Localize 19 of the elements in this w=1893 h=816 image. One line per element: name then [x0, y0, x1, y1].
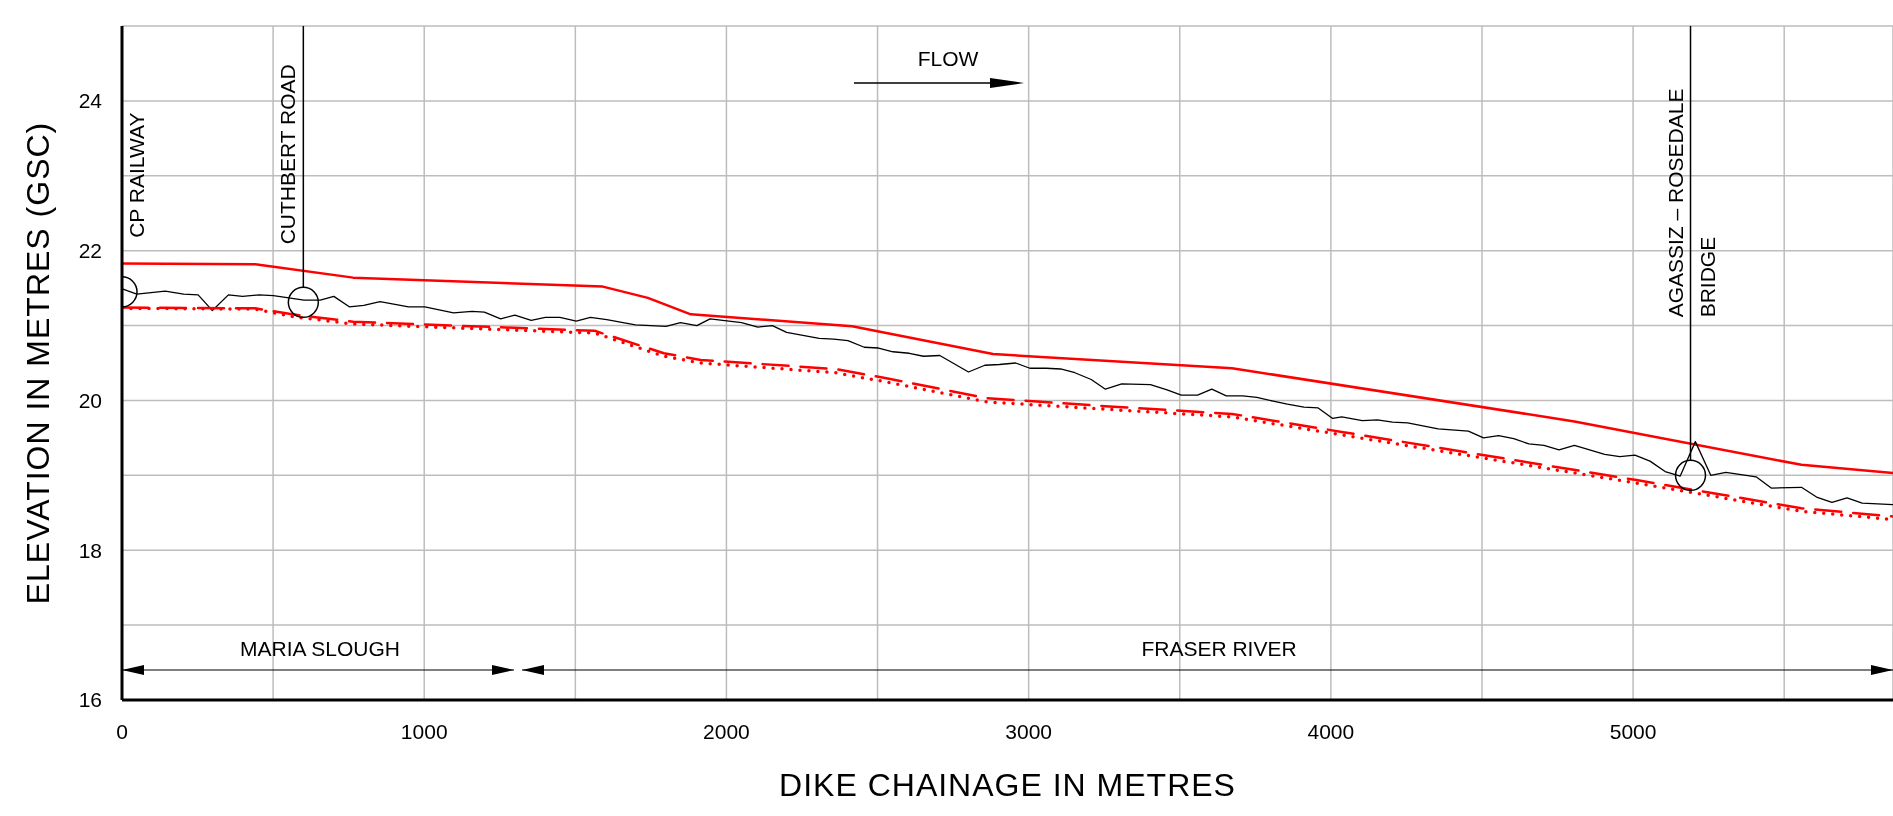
annotation: MARIA SLOUGH	[240, 637, 400, 660]
y-tick-label: 20	[78, 388, 102, 412]
y-tick-label: 24	[78, 89, 103, 113]
x-tick-label: 3000	[1005, 719, 1053, 743]
x-axis-title: DIKE CHAINAGE IN METRES	[779, 767, 1236, 803]
y-tick-label: 16	[78, 688, 102, 712]
ref-line-label: CUTHBERT ROAD	[276, 64, 300, 245]
x-tick-label: 1000	[400, 719, 448, 743]
y-tick-label: 22	[78, 239, 102, 263]
x-tick-label: 2000	[703, 719, 750, 743]
ref-line-label: AGASSIZ – ROSEDALE BRIDGE	[1663, 88, 1719, 318]
y-tick-label: 18	[78, 538, 102, 562]
y-axis-title: ELEVATION IN METRES (GSC)	[20, 121, 57, 605]
annotation: FRASER RIVER	[1141, 637, 1297, 660]
x-tick-label: 0	[116, 719, 128, 743]
x-tick-label: 5000	[1609, 719, 1657, 743]
annotation: CP RAILWAY	[125, 112, 148, 238]
x-tick-label: 4000	[1307, 719, 1355, 743]
annotation: FLOW	[917, 47, 979, 70]
